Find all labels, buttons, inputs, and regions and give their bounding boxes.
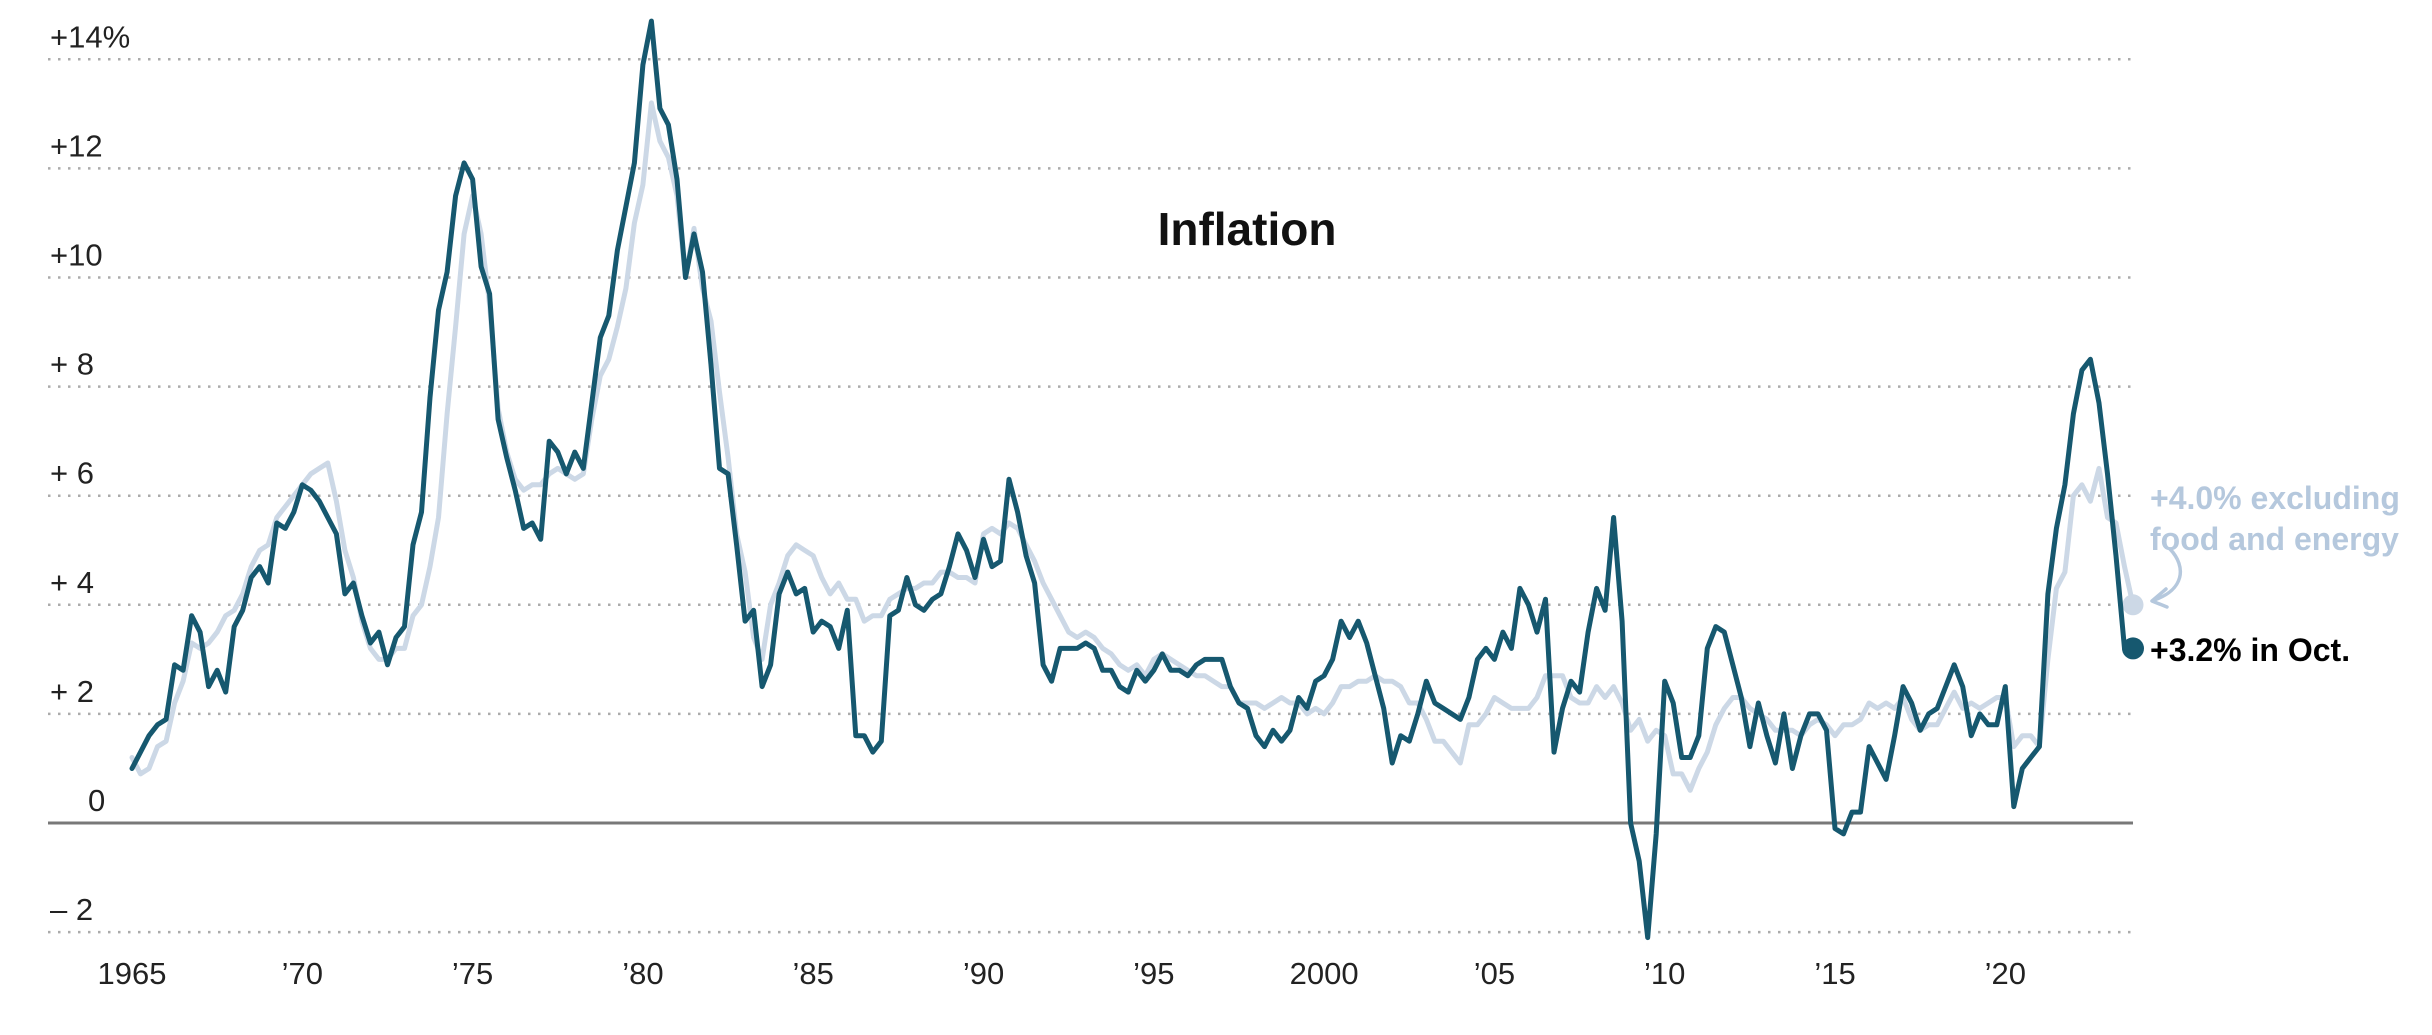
chart-title: Inflation bbox=[1158, 203, 1337, 255]
x-tick-label: 1965 bbox=[98, 956, 167, 991]
headline-annotation-label: +3.2% in Oct. bbox=[2150, 632, 2350, 668]
x-tick-label: ’85 bbox=[793, 956, 834, 991]
gridlines bbox=[48, 58, 2133, 934]
y-tick-label: +10 bbox=[50, 238, 103, 273]
y-tick-label: – 2 bbox=[50, 892, 93, 927]
core-annotation-label: +4.0% excluding food and energy bbox=[2150, 480, 2409, 557]
x-tick-label: ’95 bbox=[1133, 956, 1174, 991]
x-tick-label: ’10 bbox=[1644, 956, 1685, 991]
y-tick-label: 0 bbox=[88, 783, 105, 818]
x-tick-label: ’20 bbox=[1985, 956, 2026, 991]
headline-inflation-line bbox=[129, 18, 2136, 941]
x-tick-label: ’90 bbox=[963, 956, 1004, 991]
x-tick-label: ’70 bbox=[282, 956, 323, 991]
x-axis-labels: 1965 ’70 ’75 ’80 ’85 ’90 ’95 2000 ’05 ’10 ’15 ’20 bbox=[98, 956, 2026, 991]
x-tick-label: ’15 bbox=[1814, 956, 1855, 991]
y-tick-label: + 8 bbox=[50, 347, 94, 382]
series-lines bbox=[129, 18, 2144, 941]
core-endpoint-dot bbox=[2122, 594, 2144, 616]
y-tick-label: + 2 bbox=[50, 674, 94, 709]
y-tick-label: + 6 bbox=[50, 456, 94, 491]
y-tick-label: +12 bbox=[50, 128, 103, 163]
y-tick-label: + 4 bbox=[50, 565, 94, 600]
annotation-arrowhead bbox=[2150, 587, 2169, 609]
core-annotation-line2: food and energy bbox=[2150, 521, 2399, 557]
y-axis-labels: +14% +12 +10 + 8 + 6 + 4 + 2 0 – 2 bbox=[50, 19, 130, 927]
x-tick-label: ’05 bbox=[1474, 956, 1515, 991]
core-annotation-line1: +4.0% excluding bbox=[2150, 480, 2400, 516]
x-tick-label: ’80 bbox=[622, 956, 663, 991]
headline-endpoint-dot bbox=[2122, 637, 2144, 660]
x-tick-label: 2000 bbox=[1290, 956, 1359, 991]
x-tick-label: ’75 bbox=[452, 956, 493, 991]
y-tick-label: +14% bbox=[50, 19, 130, 54]
annotation-arrow bbox=[2152, 547, 2182, 602]
